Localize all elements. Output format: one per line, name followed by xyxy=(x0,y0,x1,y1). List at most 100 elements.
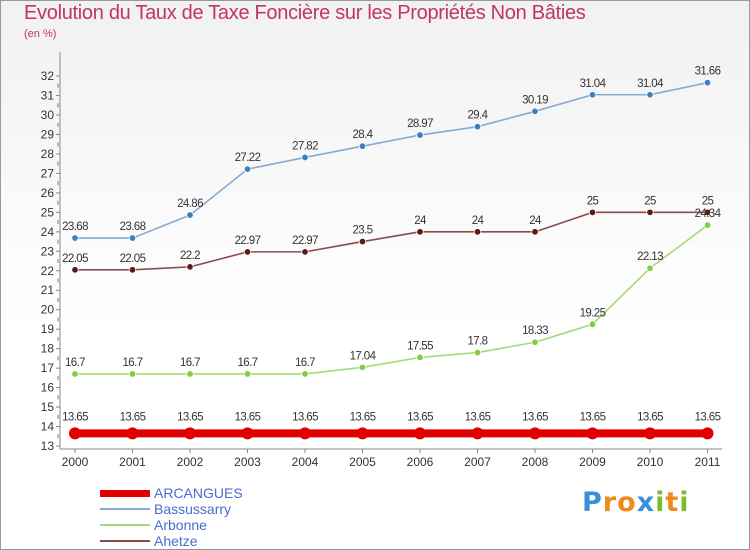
data-point xyxy=(186,263,194,271)
y-tick-label: 13 xyxy=(41,439,55,453)
data-point xyxy=(301,248,309,256)
data-point xyxy=(243,370,252,378)
y-tick-label: 24 xyxy=(41,225,55,239)
x-tick-label: 2009 xyxy=(579,455,606,469)
data-point xyxy=(128,266,137,274)
data-point xyxy=(414,427,426,440)
y-tick-label: 30 xyxy=(41,108,55,122)
x-tick-label: 2011 xyxy=(695,455,721,469)
data-point xyxy=(646,264,654,272)
y-tick-label: 27 xyxy=(41,166,55,180)
x-tick-label: 2004 xyxy=(292,455,319,469)
data-point xyxy=(531,338,539,346)
logo-letter: x xyxy=(636,487,656,518)
data-point xyxy=(301,153,309,162)
data-label: 13.65 xyxy=(120,411,146,423)
legend-label: Bassussarry xyxy=(154,501,232,517)
data-label: 17.55 xyxy=(407,340,433,352)
data-point xyxy=(126,427,139,440)
data-label: 16.7 xyxy=(295,357,315,369)
logo-letter: r xyxy=(602,487,618,518)
data-label: 18.33 xyxy=(522,325,548,337)
y-tick-label: 16 xyxy=(41,381,55,395)
logo-letter: P xyxy=(582,487,603,518)
data-label: 13.65 xyxy=(695,411,721,423)
data-label: 24 xyxy=(529,215,542,227)
legend-swatch-ahetze xyxy=(100,540,150,542)
data-label: 29.4 xyxy=(468,110,489,122)
data-point xyxy=(531,107,539,116)
data-point xyxy=(473,122,482,131)
data-point xyxy=(243,248,252,256)
data-point xyxy=(703,78,712,87)
data-point xyxy=(71,266,79,274)
data-point xyxy=(416,228,424,236)
y-tick-label: 25 xyxy=(41,205,55,219)
series-line-arbonne xyxy=(75,224,708,375)
data-label: 19.25 xyxy=(580,307,606,319)
x-tick-label: 2000 xyxy=(62,455,89,469)
data-label: 27.82 xyxy=(292,140,318,152)
logo-letter: o xyxy=(617,487,637,518)
legend-label: Ahetze xyxy=(154,533,198,549)
y-tick-label: 31 xyxy=(41,89,55,103)
chart-title: Evolution du Taux de Taxe Foncière sur l… xyxy=(24,2,586,24)
data-point xyxy=(69,427,81,440)
data-label: 28.4 xyxy=(353,129,374,141)
x-tick-label: 2010 xyxy=(637,455,664,469)
data-point xyxy=(703,221,712,229)
data-label: 13.65 xyxy=(177,411,203,423)
y-tick-label: 26 xyxy=(41,186,55,200)
data-label: 13.65 xyxy=(637,411,663,423)
data-label: 22.05 xyxy=(120,253,146,265)
data-label: 24.86 xyxy=(177,198,203,210)
x-tick-label: 2007 xyxy=(464,455,491,469)
data-label: 23.5 xyxy=(353,225,373,237)
legend-label: ARCANGUES xyxy=(154,485,243,501)
data-point xyxy=(186,211,194,219)
data-label: 13.65 xyxy=(292,411,318,423)
data-point xyxy=(588,208,597,217)
data-point xyxy=(128,370,137,378)
data-point xyxy=(588,320,597,329)
y-tick-label: 20 xyxy=(41,303,55,317)
data-point xyxy=(301,370,309,378)
data-label: 24.34 xyxy=(695,208,722,220)
data-label: 24 xyxy=(414,215,427,227)
data-point xyxy=(299,427,311,440)
data-point xyxy=(243,165,252,173)
data-point xyxy=(644,427,656,440)
data-point xyxy=(358,363,367,372)
y-tick-label: 18 xyxy=(41,342,55,356)
data-point xyxy=(703,208,712,217)
data-label: 13.65 xyxy=(235,411,261,423)
data-point xyxy=(186,370,194,378)
data-point xyxy=(471,427,484,440)
data-point xyxy=(646,91,654,99)
data-label: 25 xyxy=(587,195,599,207)
data-label: 22.97 xyxy=(292,235,318,247)
unit-label: (en %) xyxy=(24,28,57,40)
data-point xyxy=(531,228,539,236)
data-label: 25 xyxy=(644,195,656,207)
data-point xyxy=(529,427,541,440)
data-label: 13.65 xyxy=(62,411,88,423)
data-label: 13.65 xyxy=(522,411,548,423)
data-label: 13.65 xyxy=(580,411,606,423)
data-point xyxy=(416,353,424,362)
data-label: 17.8 xyxy=(468,336,488,348)
data-label: 16.7 xyxy=(238,357,258,369)
data-label: 22.2 xyxy=(180,250,200,262)
logo-letter: i xyxy=(679,487,690,518)
data-label: 31.04 xyxy=(580,78,607,90)
data-point xyxy=(71,234,79,242)
series-line-bassussarry xyxy=(75,81,708,239)
data-point xyxy=(358,237,367,246)
legend-swatch-bassussarry xyxy=(100,508,150,510)
data-label: 22.97 xyxy=(235,235,261,247)
data-label: 27.22 xyxy=(235,152,261,164)
y-tick-label: 32 xyxy=(41,69,55,83)
x-tick-label: 2002 xyxy=(177,455,204,469)
y-tick-label: 23 xyxy=(41,244,55,258)
